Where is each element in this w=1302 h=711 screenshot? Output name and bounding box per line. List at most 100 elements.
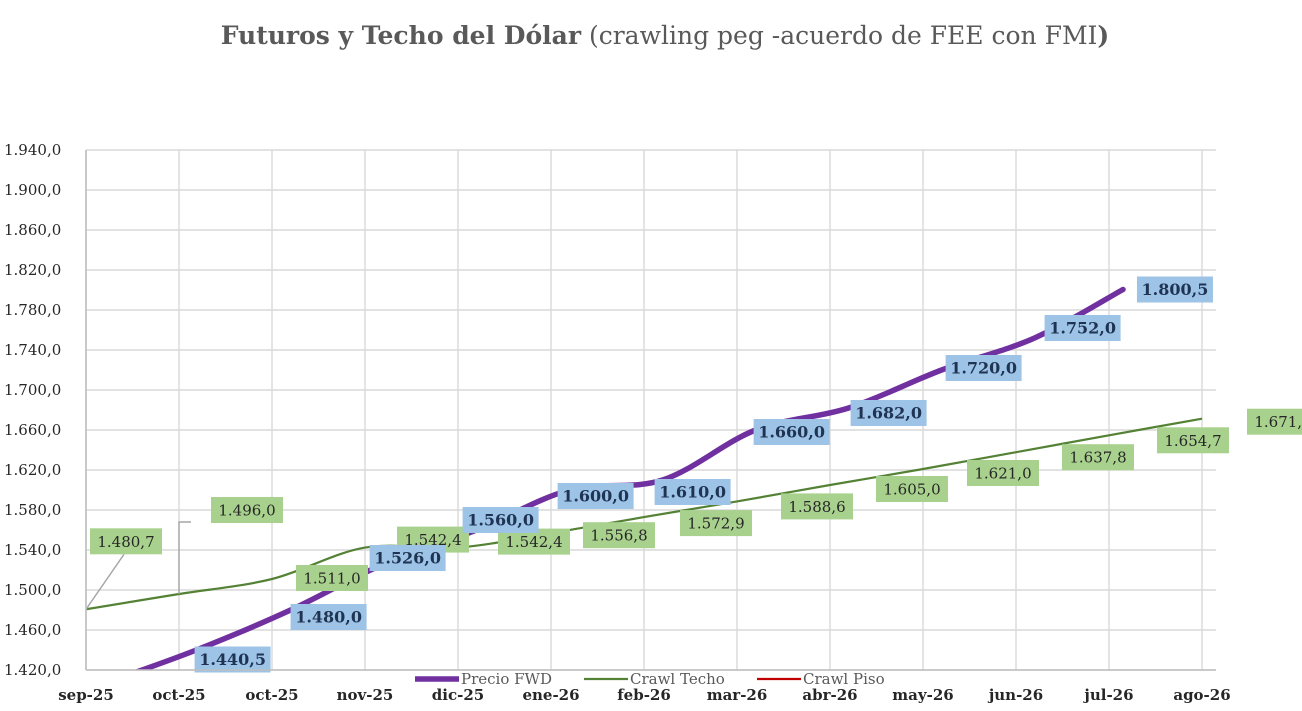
data-label-precio-fwd-bg — [850, 400, 927, 426]
data-label-precio-fwd-text: 1.682,0 — [855, 404, 922, 423]
y-tick-label: 1.540,0 — [4, 541, 61, 559]
data-label-crawl-techo-text: 1.542,4 — [505, 533, 562, 551]
data-label-crawl-techo-bg — [583, 522, 655, 549]
data-label-crawl-techo-text: 1.605,0 — [883, 481, 940, 499]
legend-label: Crawl Techo — [630, 670, 725, 688]
data-label-precio-fwd: 1.600,0 — [557, 483, 634, 509]
chart-title: Futuros y Techo del Dólar (crawling peg … — [221, 21, 1110, 50]
data-label-crawl-techo-bg — [296, 565, 368, 591]
data-label-crawl-techo: 1.671,3 — [1247, 408, 1302, 435]
data-label-crawl-techo-bg — [1157, 427, 1229, 454]
data-label-crawl-techo: 1.496,0 — [211, 497, 283, 523]
series-line-crawl-techo — [86, 417, 1203, 611]
data-label-precio-fwd: 1.526,0 — [369, 545, 446, 571]
data-label-precio-fwd: 1.800,5 — [1136, 276, 1213, 303]
legend-label: Precio FWD — [461, 670, 552, 688]
data-label-precio-fwd: 1.682,0 — [850, 400, 927, 426]
data-label-precio-fwd-bg — [462, 507, 539, 533]
data-label-precio-fwd-text: 1.440,5 — [199, 650, 266, 669]
data-label-crawl-techo-bg — [90, 528, 162, 555]
data-label-crawl-techo: 1.654,7 — [1157, 427, 1229, 454]
data-label-precio-fwd-bg — [753, 419, 830, 445]
data-label-precio-fwd: 1.660,0 — [753, 419, 830, 445]
chart-title-sub: (crawling peg -acuerdo de FEE con FMI — [581, 21, 1097, 50]
data-label-precio-fwd-bg — [557, 483, 634, 509]
data-label-precio-fwd: 1.560,0 — [462, 507, 539, 533]
y-tick-label: 1.860,0 — [4, 221, 61, 239]
data-label-precio-fwd: 1.610,0 — [654, 479, 731, 505]
x-tick-label: nov-25 — [337, 686, 394, 704]
y-tick-label: 1.900,0 — [4, 181, 61, 199]
x-tick-label: abr-26 — [802, 686, 857, 704]
y-tick-label: 1.820,0 — [4, 261, 61, 279]
data-label-crawl-techo-text: 1.556,8 — [590, 527, 647, 545]
data-label-precio-fwd-text: 1.800,5 — [1142, 280, 1209, 299]
x-tick-label: ene-26 — [522, 686, 579, 704]
y-tick-label: 1.420,0 — [4, 661, 61, 679]
y-tick-label: 1.460,0 — [4, 621, 61, 639]
y-tick-label: 1.940,0 — [4, 141, 61, 159]
data-label-crawl-techo: 1.572,9 — [680, 510, 752, 537]
data-label-precio-fwd-text: 1.752,0 — [1049, 319, 1116, 338]
data-label-layer: 1.480,7 1.496,0 1.511,0 1.542,4 1.542,4 1.556… — [85, 276, 1302, 673]
leader-line — [85, 553, 125, 610]
data-label-crawl-techo: 1.621,0 — [967, 460, 1039, 486]
x-tick-label: ago-26 — [1173, 686, 1230, 704]
data-label-crawl-techo: 1.637,8 — [1062, 444, 1134, 471]
data-label-precio-fwd-bg — [369, 545, 446, 571]
y-tick-label: 1.740,0 — [4, 341, 61, 359]
x-tick-label: oct-25 — [152, 686, 205, 704]
data-label-precio-fwd-text: 1.526,0 — [374, 549, 441, 568]
legend-item: Precio FWD — [415, 670, 552, 688]
data-label-crawl-techo: 1.588,6 — [781, 493, 853, 520]
data-label-precio-fwd-bg — [194, 646, 271, 673]
data-label-crawl-techo-text: 1.511,0 — [303, 570, 360, 588]
data-label-crawl-techo: 1.480,7 — [90, 528, 162, 555]
x-tick-label: jul-26 — [1082, 686, 1133, 704]
data-label-crawl-techo-bg — [1247, 408, 1302, 435]
data-label-precio-fwd: 1.752,0 — [1044, 315, 1121, 341]
data-label-crawl-techo-bg — [876, 476, 948, 502]
legend-label: Crawl Piso — [803, 670, 885, 688]
data-label-precio-fwd-text: 1.600,0 — [562, 487, 629, 506]
x-tick-label: oct-25 — [245, 686, 298, 704]
data-label-precio-fwd-text: 1.720,0 — [950, 359, 1017, 378]
grid-layer — [85, 149, 1216, 671]
x-tick-label: may-26 — [892, 686, 953, 704]
data-label-crawl-techo: 1.605,0 — [876, 476, 948, 502]
data-label-crawl-techo-bg — [967, 460, 1039, 486]
data-label-crawl-techo-text: 1.654,7 — [1164, 432, 1221, 450]
y-tick-label: 1.700,0 — [4, 381, 61, 399]
x-tick-label: feb-26 — [617, 686, 671, 704]
x-tick-label: dic-25 — [432, 686, 484, 704]
x-tick-label: sep-25 — [58, 686, 114, 704]
chart-title-main: Futuros y Techo del Dólar — [221, 21, 582, 50]
data-label-crawl-techo: 1.556,8 — [583, 522, 655, 549]
legend: Precio FWD Crawl Techo Crawl Piso — [415, 670, 885, 688]
data-label-crawl-techo-text: 1.637,8 — [1069, 449, 1126, 467]
data-label-crawl-techo-text: 1.542,4 — [404, 531, 461, 549]
data-label-precio-fwd-bg — [290, 604, 367, 630]
data-label-precio-fwd-text: 1.660,0 — [758, 423, 825, 442]
data-label-precio-fwd-bg — [1044, 315, 1121, 341]
legend-item: Crawl Piso — [757, 670, 885, 688]
data-label-precio-fwd-bg — [945, 355, 1022, 381]
data-label-crawl-techo-bg — [211, 497, 283, 523]
data-label-precio-fwd: 1.480,0 — [290, 604, 367, 630]
data-label-precio-fwd-bg — [654, 479, 731, 505]
y-tick-label: 1.580,0 — [4, 501, 61, 519]
y-tick-label: 1.780,0 — [4, 301, 61, 319]
legend-item: Crawl Techo — [584, 670, 725, 688]
data-label-crawl-techo-text: 1.588,6 — [788, 498, 845, 516]
data-label-precio-fwd: 1.440,5 — [194, 646, 271, 673]
x-tick-label: jun-26 — [987, 686, 1043, 704]
axis-layer: 1.420,0 1.460,0 1.500,0 1.540,0 1.580,0 1.620… — [4, 141, 1231, 704]
data-label-crawl-techo-text: 1.572,9 — [687, 515, 744, 533]
data-label-crawl-techo-text: 1.480,7 — [97, 533, 154, 551]
data-label-crawl-techo: 1.511,0 — [296, 565, 368, 591]
data-label-crawl-techo-text: 1.496,0 — [218, 502, 275, 520]
y-tick-label: 1.660,0 — [4, 421, 61, 439]
data-label-crawl-techo-text: 1.671,3 — [1254, 413, 1302, 431]
